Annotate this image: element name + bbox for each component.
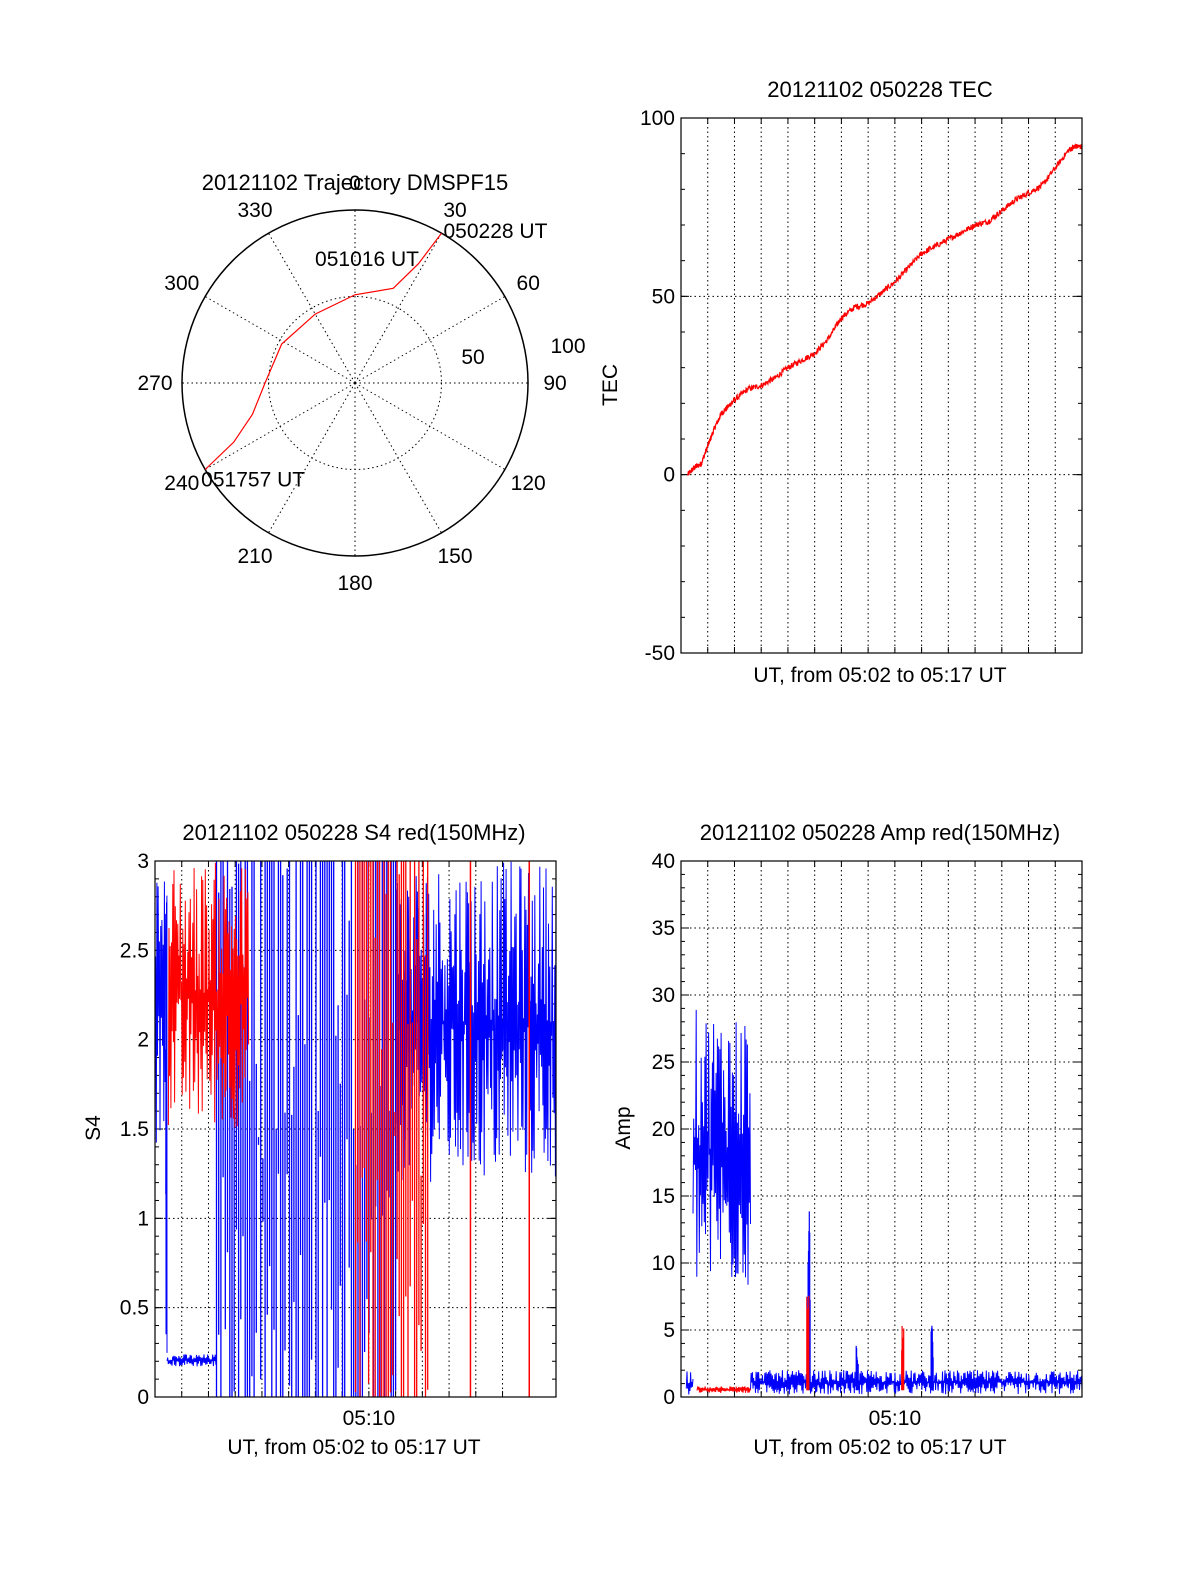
amp-xlabel: UT, from 05:02 to 05:17 UT — [753, 1436, 1006, 1459]
polar-spoke — [204, 296, 356, 384]
polar-spoke — [354, 296, 506, 384]
data-area — [155, 861, 556, 1397]
series-red — [687, 142, 1082, 476]
series-noise — [696, 1386, 751, 1393]
x-ticks: 05:10 — [680, 861, 1083, 1430]
y-tick-label: 1.5 — [120, 1118, 149, 1141]
y-tick-label: 0 — [137, 1386, 149, 1409]
y-tick-label: 0 — [663, 1386, 675, 1409]
series-noise — [167, 862, 250, 1128]
polar-angle-label: 60 — [517, 272, 540, 295]
amp-panel: 20121102 050228 Amp red(150MHz) 0 5 10 15 20… — [612, 820, 1083, 1459]
polar-spoke — [354, 232, 442, 384]
data-area — [685, 1009, 1082, 1395]
series-burst — [855, 1345, 859, 1391]
polar-angle-label: 120 — [511, 472, 546, 495]
y-tick-label: 100 — [640, 107, 675, 130]
y-tick-label: 50 — [652, 285, 675, 308]
trajectory-line — [204, 232, 442, 470]
series-burst — [901, 1326, 905, 1391]
series-noise — [692, 1009, 751, 1285]
data-area — [687, 142, 1082, 476]
series-noise — [166, 1354, 217, 1367]
tec-panel: 20121102 050228 TEC -50 0 50 100 UT, from 0… — [599, 77, 1083, 687]
y-tick-label: 25 — [652, 1051, 675, 1074]
x-tick-label: 05:10 — [343, 1407, 396, 1430]
polar-angle-label: 270 — [137, 372, 172, 395]
polar-title: 20121102 Trajectory DMSPF15 — [202, 170, 509, 195]
polar-angle-label: 180 — [337, 572, 372, 595]
series-burst — [806, 1295, 810, 1391]
polar-angle-label: 30 — [443, 199, 466, 222]
grid — [681, 861, 1082, 1397]
series-noise — [395, 861, 556, 1182]
polar-angle-label: 240 — [164, 472, 199, 495]
polar-angle-label: 90 — [543, 372, 566, 395]
y-tick-label: 0.5 — [120, 1297, 149, 1320]
trajectory-time-label: 050228 UT — [444, 220, 548, 243]
trajectory-annotations: 050228 UT 051016 UT 051757 UT — [201, 220, 547, 491]
trajectory-time-label: 051757 UT — [201, 469, 305, 492]
y-tick-label: 35 — [652, 917, 675, 940]
plot-frame — [154, 860, 557, 1398]
series-spikes — [354, 861, 429, 1397]
polar-angle-label: 330 — [237, 199, 272, 222]
series-noise — [750, 1370, 1082, 1395]
y-tick-label: -50 — [645, 642, 675, 665]
y-tick-label: 40 — [652, 850, 675, 873]
y-tick-label: 5 — [663, 1319, 675, 1342]
x-tick-label: 05:10 — [869, 1407, 922, 1430]
s4-panel: 20121102 050228 S4 red(150MHz) 0 0.5 1 1.5 2… — [82, 820, 557, 1459]
polar-radial-label: 100 — [550, 335, 585, 358]
y-ticks: 0 5 10 15 20 25 30 35 40 — [652, 850, 1082, 1409]
polar-angle-label: 150 — [437, 545, 472, 568]
y-tick-label: 30 — [652, 984, 675, 1007]
series-red — [167, 861, 531, 1397]
polar-ring-50 — [268, 296, 442, 470]
y-tick-label: 1 — [137, 1207, 149, 1230]
plot-frame — [680, 117, 1083, 654]
polar-angle-label: 300 — [164, 272, 199, 295]
y-tick-label: 2 — [137, 1029, 149, 1052]
grid — [681, 118, 1082, 653]
tec-ylabel: TEC — [599, 364, 622, 406]
y-tick-label: 20 — [652, 1118, 675, 1141]
y-tick-label: 2.5 — [120, 939, 149, 962]
trajectory-path — [204, 232, 442, 470]
amp-title: 20121102 050228 Amp red(150MHz) — [700, 820, 1060, 845]
series-blue — [685, 1009, 1082, 1395]
s4-xlabel: UT, from 05:02 to 05:17 UT — [227, 1436, 480, 1459]
polar-angle-label: 0 — [349, 172, 361, 195]
series-red — [696, 1295, 905, 1393]
polar-angle-labels: 0 30 60 90 120 150 180 210 240 270 300 330 — [137, 172, 566, 595]
trajectory-polar-panel: 20121102 Trajectory DMSPF15 0 30 60 90 120 15… — [137, 170, 585, 595]
series-noise — [685, 1371, 694, 1395]
amp-ylabel: Amp — [612, 1106, 635, 1149]
tec-title: 20121102 050228 TEC — [767, 77, 993, 102]
tec-xlabel: UT, from 05:02 to 05:17 UT — [753, 664, 1006, 687]
y-ticks: -50 0 50 100 — [640, 107, 1082, 665]
s4-title: 20121102 050228 S4 red(150MHz) — [182, 820, 525, 845]
y-tick-label: 0 — [663, 464, 675, 487]
series-burst — [930, 1325, 934, 1391]
polar-spoke — [268, 232, 356, 384]
y-tick-label: 10 — [652, 1252, 675, 1275]
polar-angle-label: 210 — [237, 545, 272, 568]
y-tick-label: 3 — [137, 850, 149, 873]
polar-outer-circle — [181, 209, 529, 557]
y-tick-label: 15 — [652, 1185, 675, 1208]
s4-ylabel: S4 — [82, 1115, 105, 1141]
polar-radial-label: 50 — [461, 346, 484, 369]
series-noise — [165, 895, 168, 1353]
series-noise — [155, 881, 167, 1143]
polar-grid — [182, 210, 528, 556]
series-line — [687, 142, 1082, 476]
polar-radial-labels: 50 100 — [461, 335, 585, 369]
plot-frame — [680, 860, 1083, 1398]
trajectory-time-label: 051016 UT — [315, 248, 419, 271]
